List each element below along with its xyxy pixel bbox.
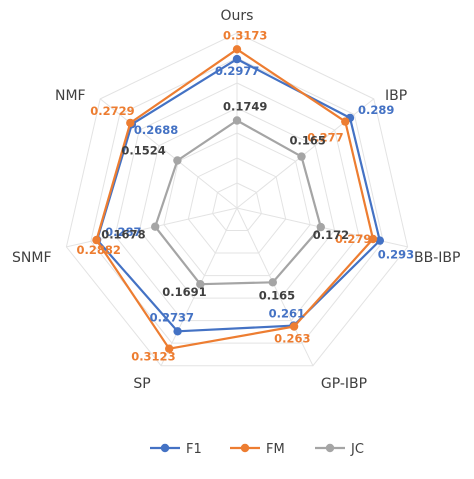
data-point-f1-sp bbox=[173, 327, 182, 336]
data-label-jc-nmf: 0.1524 bbox=[121, 144, 165, 158]
grid-ring bbox=[212, 182, 262, 231]
data-point-jc-nmf bbox=[173, 156, 182, 165]
data-label-jc-ours: 0.1749 bbox=[223, 100, 267, 114]
series-line-jc bbox=[154, 119, 322, 286]
data-label-fm-snmf: 0.2882 bbox=[77, 243, 121, 257]
legend-label-f1: F1 bbox=[186, 442, 202, 457]
data-label-f1-bb-ibp: 0.293 bbox=[378, 248, 414, 262]
data-point-jc-snmf bbox=[151, 222, 160, 231]
data-label-fm-sp: 0.3123 bbox=[131, 350, 175, 364]
data-point-fm-snmf bbox=[92, 235, 101, 245]
legend-marker-fm bbox=[240, 443, 250, 453]
data-label-fm-nmf: 0.2729 bbox=[90, 104, 134, 118]
data-point-f1-ours bbox=[232, 54, 242, 64]
legend-label-jc: JC bbox=[350, 442, 364, 457]
data-point-jc-ibp bbox=[297, 152, 306, 161]
data-label-f1-sp: 0.2737 bbox=[150, 310, 194, 324]
axis-label-ibp: IBP bbox=[385, 88, 407, 104]
data-label-fm-bb-ibp: 0.279 bbox=[335, 232, 371, 246]
data-label-fm-ours: 0.3173 bbox=[223, 28, 267, 42]
axis-label-nmf: NMF bbox=[55, 88, 86, 104]
data-point-jc-gp-ibp bbox=[268, 278, 277, 287]
data-label-jc-ibp: 0.165 bbox=[290, 134, 326, 148]
legend-label-fm: FM bbox=[266, 442, 285, 457]
legend-marker-f1 bbox=[160, 443, 170, 453]
data-label-jc-snmf: 0.1678 bbox=[101, 228, 145, 242]
series-line-fm bbox=[95, 48, 375, 350]
grid-ring bbox=[163, 132, 311, 277]
series-line-f1 bbox=[95, 57, 381, 333]
grid-ring bbox=[187, 157, 287, 254]
axis-label-gp-ibp: GP-IBP bbox=[321, 376, 367, 392]
data-point-jc-sp bbox=[196, 280, 205, 289]
data-point-jc-ours bbox=[232, 116, 242, 125]
grid-ring bbox=[90, 57, 384, 344]
data-label-f1-ours: 0.2977 bbox=[215, 64, 259, 78]
data-label-fm-gp-ibp: 0.263 bbox=[274, 332, 310, 346]
grid-ring bbox=[114, 82, 360, 322]
data-point-fm-gp-ibp bbox=[289, 322, 299, 331]
data-point-fm-ibp bbox=[341, 117, 350, 126]
data-point-fm-bb-ibp bbox=[368, 234, 378, 244]
data-label-fm-ibp: 0.277 bbox=[307, 131, 343, 145]
data-label-f1-snmf: 0.287 bbox=[105, 225, 141, 239]
data-label-jc-gp-ibp: 0.165 bbox=[259, 288, 295, 302]
data-point-fm-nmf bbox=[126, 118, 135, 128]
axis-label-sp: SP bbox=[133, 376, 150, 392]
data-label-jc-sp: 0.1691 bbox=[162, 285, 206, 299]
grid-ring bbox=[138, 107, 336, 299]
axis-label-bb-ibp: BB-IBP bbox=[414, 250, 460, 266]
data-point-jc-bb-ibp bbox=[316, 222, 325, 232]
grid-spoke bbox=[99, 98, 238, 209]
legend-marker-jc bbox=[325, 443, 335, 453]
data-point-fm-sp bbox=[165, 344, 174, 353]
data-point-f1-bb-ibp bbox=[375, 236, 384, 245]
grid-ring bbox=[65, 32, 409, 367]
axis-label-snmf: SNMF bbox=[12, 250, 52, 266]
data-label-f1-nmf: 0.2688 bbox=[134, 123, 178, 137]
data-label-jc-bb-ibp: 0.172 bbox=[313, 228, 349, 242]
data-label-f1-ibp: 0.289 bbox=[358, 103, 394, 117]
grid-spoke bbox=[236, 207, 314, 366]
data-label-f1-gp-ibp: 0.261 bbox=[269, 307, 305, 321]
axis-label-ours: Ours bbox=[221, 8, 254, 24]
data-point-fm-ours bbox=[232, 45, 242, 54]
